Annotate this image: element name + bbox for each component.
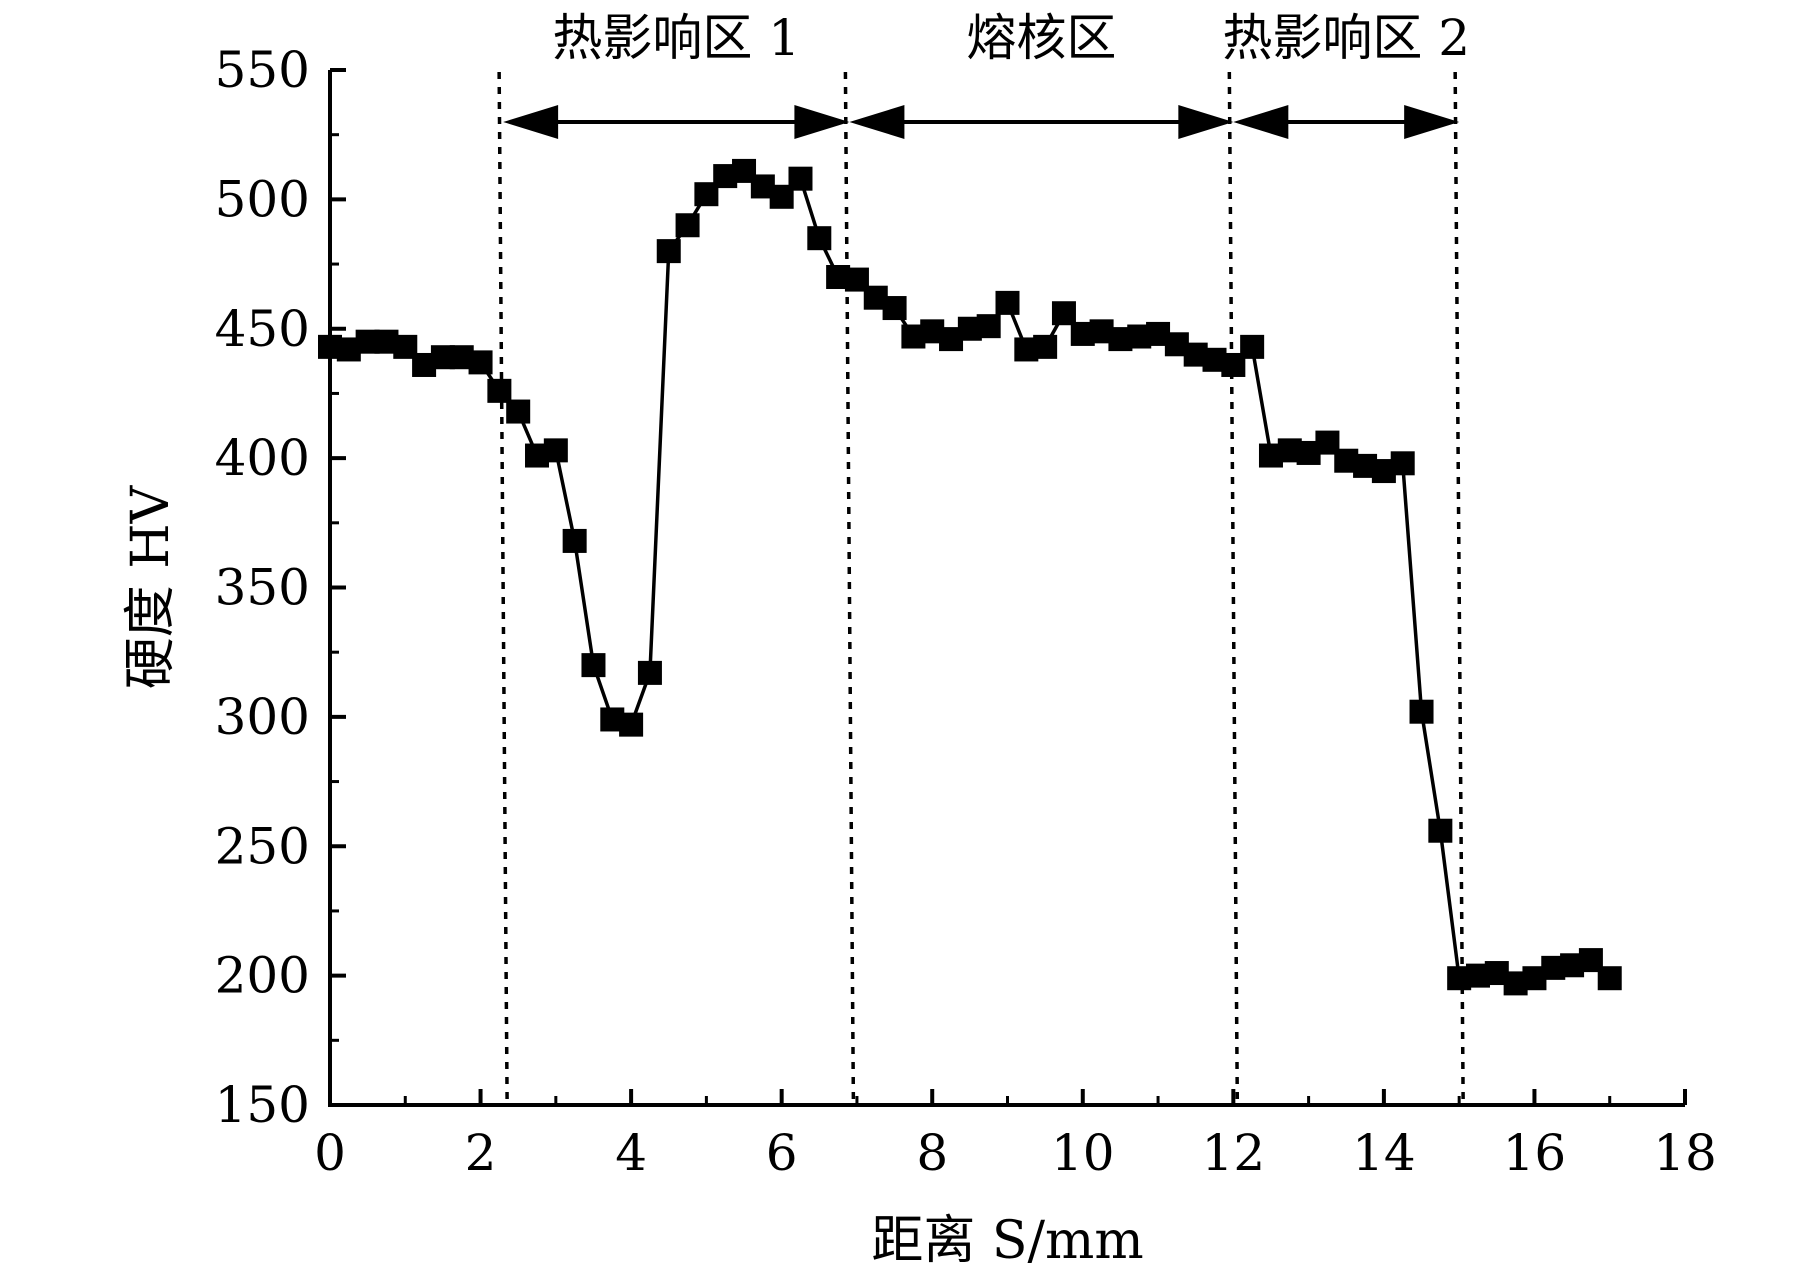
data-point: [995, 290, 1020, 315]
data-point: [1240, 334, 1265, 359]
data-point: [506, 399, 531, 424]
series-line: [329, 168, 1611, 986]
x-tick-label: 0: [314, 1124, 346, 1182]
x-axis-title: 距离 S/mm: [871, 1211, 1143, 1267]
data-point: [882, 296, 907, 321]
data-point: [487, 378, 512, 403]
data-point: [675, 213, 700, 238]
data-point: [619, 712, 644, 737]
zone-boundary-line: [497, 71, 509, 1106]
data-point: [637, 660, 662, 685]
data-point: [656, 239, 681, 264]
zone-boundary-line: [1453, 71, 1465, 1106]
data-point: [562, 528, 587, 553]
zone-label: 热影响区 1: [552, 9, 800, 67]
data-point: [1409, 699, 1434, 724]
zone-arrow-head-left: [1233, 105, 1289, 139]
x-tick-label: 6: [766, 1124, 798, 1182]
x-tick-label: 18: [1653, 1124, 1717, 1182]
x-tick-label: 2: [465, 1124, 497, 1182]
data-point: [1428, 818, 1453, 843]
data-point: [1051, 301, 1076, 326]
zone-arrow-head-left: [503, 105, 559, 139]
y-tick-label: 200: [215, 947, 310, 1005]
data-point: [1597, 966, 1622, 991]
zone-annotations: 热影响区 1 熔核区 热影响区 2: [497, 9, 1470, 1106]
data-point: [543, 438, 568, 463]
x-tick-label: 10: [1051, 1124, 1115, 1182]
data-point: [1390, 451, 1415, 476]
y-tick-label: 150: [215, 1076, 310, 1134]
data-point: [1033, 334, 1058, 359]
x-tick-label: 4: [615, 1124, 647, 1182]
y-tick-label: 500: [215, 170, 310, 228]
data-point: [468, 350, 493, 375]
data-point: [807, 226, 832, 251]
x-tick-label: 12: [1202, 1124, 1266, 1182]
zone-arrow-head-right: [794, 105, 850, 139]
zone-label: 熔核区: [966, 9, 1116, 67]
y-tick-label: 300: [215, 688, 310, 746]
zone-arrow: [1233, 105, 1460, 139]
y-tick-label: 450: [215, 300, 310, 358]
zone-boundary-line: [1227, 71, 1240, 1106]
zone-arrow-head-right: [1178, 105, 1234, 139]
zone-arrow: [503, 105, 850, 139]
y-tick-label: 550: [215, 41, 310, 99]
zone-arrow-head-left: [849, 105, 905, 139]
y-tick-label: 350: [215, 559, 310, 617]
hardness-series: [318, 158, 1622, 996]
y-tick-label: 250: [215, 817, 310, 875]
y-tick-label: 400: [215, 429, 310, 487]
zone-arrow: [849, 105, 1234, 139]
data-point: [581, 653, 606, 678]
zone-boundary-line: [843, 71, 856, 1106]
axes: 0 2 4 6 8 10 12 14 16 18 150 200 250 300 350 400 450 500…: [215, 41, 1717, 1182]
y-axis-ticks: 150 200 250 300 350 400 450 500 550: [215, 41, 346, 1134]
x-tick-label: 14: [1352, 1124, 1416, 1182]
zone-label: 热影响区 2: [1222, 9, 1470, 67]
x-tick-label: 8: [916, 1124, 948, 1182]
data-point: [788, 166, 813, 191]
y-axis-title: 硬度 HV: [121, 484, 181, 689]
data-point: [976, 314, 1001, 339]
zone-arrow-head-right: [1404, 105, 1460, 139]
x-axis-ticks: 0 2 4 6 8 10 12 14 16 18: [314, 1089, 1717, 1182]
x-tick-label: 16: [1503, 1124, 1567, 1182]
